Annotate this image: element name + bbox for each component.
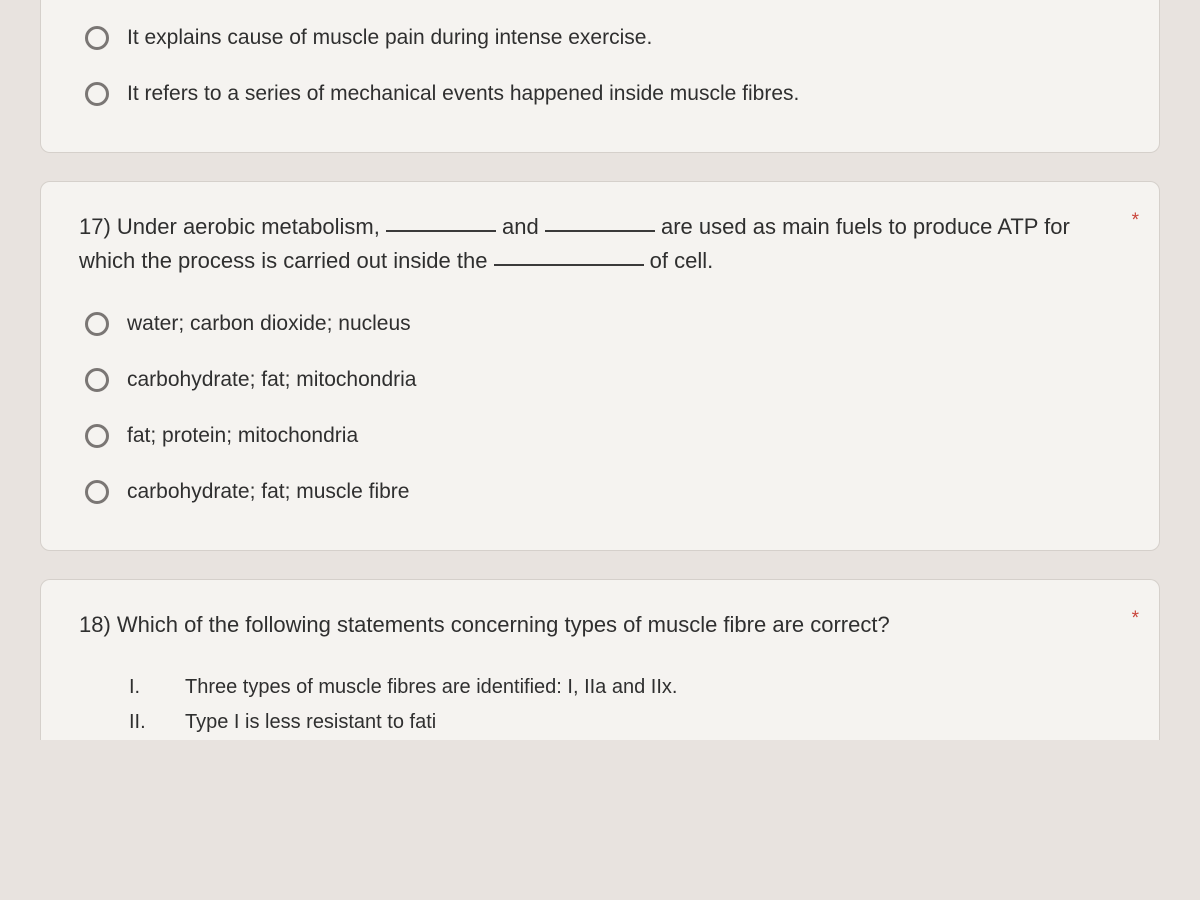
radio-option[interactable]: It explains cause of muscle pain during … [85, 10, 1121, 66]
radio-icon [85, 82, 109, 106]
prompt-text: of cell. [650, 248, 714, 273]
radio-icon [85, 424, 109, 448]
option-label: It refers to a series of mechanical even… [127, 82, 799, 106]
option-label: carbohydrate; fat; muscle fibre [127, 480, 409, 504]
prompt-text: and [502, 214, 545, 239]
question-card-17: * 17) Under aerobic metabolism, and are … [40, 181, 1160, 551]
radio-icon [85, 312, 109, 336]
statement-row: II. Type I is less resistant to fati [129, 705, 1121, 740]
question-card-18: * 18) Which of the following statements … [40, 579, 1160, 740]
radio-option[interactable]: carbohydrate; fat; mitochondria [85, 352, 1121, 408]
roman-numeral: II. [129, 711, 157, 734]
roman-numeral: I. [129, 676, 157, 699]
statement-text: Three types of muscle fibres are identif… [185, 676, 677, 699]
radio-option[interactable]: water; carbon dioxide; nucleus [85, 296, 1121, 352]
fill-blank [494, 264, 644, 266]
option-label: water; carbon dioxide; nucleus [127, 312, 411, 336]
statement-row: I. Three types of muscle fibres are iden… [129, 670, 1121, 705]
prompt-text: 17) Under aerobic metabolism, [79, 214, 386, 239]
required-asterisk: * [1132, 608, 1139, 630]
option-label: It explains cause of muscle pain during … [127, 26, 652, 50]
fill-blank [545, 230, 655, 232]
fill-blank [386, 230, 496, 232]
radio-option[interactable]: carbohydrate; fat; muscle fibre [85, 464, 1121, 520]
statements-list: I. Three types of muscle fibres are iden… [79, 670, 1121, 740]
option-label: carbohydrate; fat; mitochondria [127, 368, 417, 392]
radio-option[interactable]: It refers to a series of mechanical even… [85, 66, 1121, 122]
radio-icon [85, 480, 109, 504]
radio-icon [85, 26, 109, 50]
options-block: It explains cause of muscle pain during … [79, 10, 1121, 122]
radio-icon [85, 368, 109, 392]
question-prompt: 18) Which of the following statements co… [79, 608, 1121, 642]
options-block: water; carbon dioxide; nucleus carbohydr… [79, 296, 1121, 520]
question-prompt: 17) Under aerobic metabolism, and are us… [79, 210, 1121, 278]
question-card-16: It explains cause of muscle pain during … [40, 0, 1160, 153]
required-asterisk: * [1132, 210, 1139, 232]
option-label: fat; protein; mitochondria [127, 424, 358, 448]
statement-text: Type I is less resistant to fati [185, 711, 436, 734]
radio-option[interactable]: fat; protein; mitochondria [85, 408, 1121, 464]
